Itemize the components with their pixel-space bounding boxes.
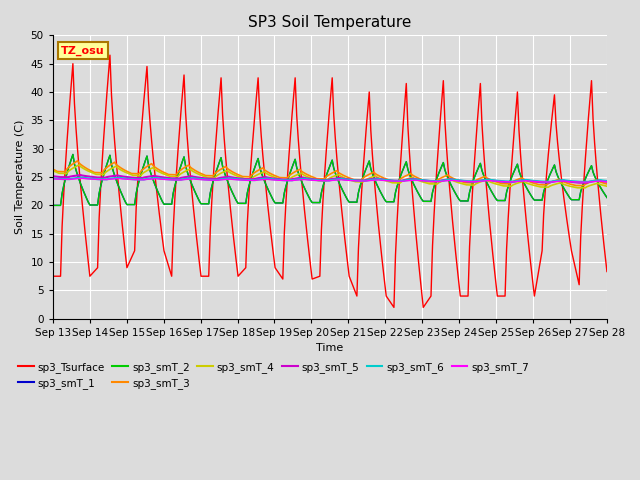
Y-axis label: Soil Temperature (C): Soil Temperature (C) bbox=[15, 120, 25, 234]
sp3_smT_3 bbox=[572, 183, 580, 189]
Legend: sp3_Tsurface, sp3_smT_1, sp3_smT_2, sp3_smT_3, sp3_smT_4, sp3_smT_5, sp3_smT_6, : sp3_Tsurface, sp3_smT_1, sp3_smT_2, sp3_… bbox=[13, 358, 533, 393]
sp3_Tsurface bbox=[390, 304, 398, 310]
sp3_smT_1 bbox=[603, 194, 611, 200]
sp3_smT_7 bbox=[293, 177, 301, 183]
sp3_smT_5 bbox=[243, 176, 251, 182]
sp3_Tsurface bbox=[49, 273, 57, 279]
sp3_smT_5 bbox=[118, 174, 126, 180]
sp3_smT_4 bbox=[49, 168, 57, 173]
sp3_smT_6 bbox=[243, 177, 251, 183]
sp3_smT_6 bbox=[234, 177, 242, 182]
sp3_smT_5 bbox=[574, 180, 582, 185]
sp3_smT_3 bbox=[74, 158, 81, 164]
sp3_smT_2 bbox=[57, 203, 65, 208]
sp3_smT_2 bbox=[120, 196, 127, 202]
sp3_smT_6 bbox=[118, 175, 126, 181]
sp3_smT_6 bbox=[216, 177, 223, 182]
sp3_smT_1 bbox=[575, 197, 583, 203]
sp3_smT_5 bbox=[293, 175, 301, 181]
Line: sp3_smT_2: sp3_smT_2 bbox=[53, 155, 607, 205]
sp3_smT_7 bbox=[603, 179, 611, 184]
sp3_smT_6 bbox=[574, 179, 582, 184]
sp3_Tsurface bbox=[603, 269, 611, 275]
sp3_smT_6 bbox=[293, 177, 301, 182]
sp3_smT_3 bbox=[293, 168, 301, 174]
sp3_Tsurface bbox=[118, 222, 126, 228]
sp3_smT_7 bbox=[574, 179, 582, 185]
sp3_smT_7 bbox=[243, 178, 251, 183]
sp3_smT_1 bbox=[245, 183, 253, 189]
sp3_smT_5 bbox=[77, 172, 84, 178]
sp3_smT_5 bbox=[575, 180, 583, 186]
sp3_Tsurface bbox=[293, 112, 301, 118]
sp3_smT_1 bbox=[217, 155, 225, 161]
sp3_smT_5 bbox=[49, 173, 57, 179]
sp3_smT_3 bbox=[603, 181, 611, 187]
sp3_smT_2 bbox=[49, 203, 57, 208]
sp3_Tsurface bbox=[575, 282, 583, 288]
sp3_smT_3 bbox=[575, 183, 583, 189]
sp3_smT_4 bbox=[216, 171, 223, 177]
sp3_smT_2 bbox=[69, 152, 77, 157]
sp3_smT_1 bbox=[57, 203, 65, 208]
sp3_smT_4 bbox=[76, 162, 83, 168]
sp3_Tsurface bbox=[106, 52, 114, 58]
Line: sp3_smT_6: sp3_smT_6 bbox=[53, 178, 607, 182]
sp3_smT_3 bbox=[243, 174, 251, 180]
sp3_smT_2 bbox=[236, 201, 243, 206]
sp3_smT_6 bbox=[603, 178, 611, 184]
sp3_smT_1 bbox=[236, 201, 243, 206]
sp3_smT_1 bbox=[49, 203, 57, 208]
sp3_smT_6 bbox=[49, 175, 57, 181]
sp3_smT_4 bbox=[603, 183, 611, 189]
sp3_smT_2 bbox=[294, 170, 302, 176]
sp3_smT_7 bbox=[118, 176, 126, 182]
sp3_smT_6 bbox=[78, 175, 86, 180]
sp3_smT_7 bbox=[234, 177, 242, 183]
sp3_smT_2 bbox=[575, 197, 583, 203]
sp3_smT_4 bbox=[293, 172, 301, 178]
sp3_Tsurface bbox=[243, 220, 251, 226]
sp3_smT_4 bbox=[243, 176, 251, 181]
sp3_smT_3 bbox=[216, 167, 223, 173]
sp3_smT_1 bbox=[294, 170, 302, 176]
Title: SP3 Soil Temperature: SP3 Soil Temperature bbox=[248, 15, 412, 30]
sp3_smT_2 bbox=[603, 194, 611, 200]
sp3_smT_7 bbox=[78, 176, 86, 181]
sp3_smT_5 bbox=[603, 179, 611, 185]
Line: sp3_smT_3: sp3_smT_3 bbox=[53, 161, 607, 186]
sp3_smT_4 bbox=[574, 185, 582, 191]
sp3_Tsurface bbox=[216, 93, 223, 98]
sp3_smT_6 bbox=[577, 179, 584, 185]
sp3_Tsurface bbox=[234, 273, 242, 279]
sp3_smT_4 bbox=[118, 168, 126, 174]
sp3_smT_1 bbox=[120, 196, 127, 202]
sp3_smT_4 bbox=[575, 185, 583, 191]
Line: sp3_Tsurface: sp3_Tsurface bbox=[53, 55, 607, 307]
sp3_smT_5 bbox=[234, 175, 242, 181]
Line: sp3_smT_4: sp3_smT_4 bbox=[53, 165, 607, 188]
Line: sp3_smT_5: sp3_smT_5 bbox=[53, 175, 607, 183]
Line: sp3_smT_7: sp3_smT_7 bbox=[53, 179, 607, 182]
Text: TZ_osu: TZ_osu bbox=[61, 46, 105, 56]
sp3_smT_7 bbox=[577, 179, 584, 185]
Line: sp3_smT_1: sp3_smT_1 bbox=[53, 155, 607, 205]
sp3_smT_7 bbox=[49, 176, 57, 182]
sp3_smT_1 bbox=[69, 152, 77, 157]
sp3_smT_4 bbox=[234, 173, 242, 179]
sp3_smT_7 bbox=[216, 177, 223, 183]
sp3_smT_3 bbox=[234, 172, 242, 178]
sp3_smT_3 bbox=[118, 166, 126, 172]
sp3_smT_3 bbox=[49, 166, 57, 172]
sp3_smT_2 bbox=[217, 155, 225, 161]
sp3_smT_2 bbox=[245, 183, 253, 189]
sp3_smT_5 bbox=[216, 175, 223, 181]
X-axis label: Time: Time bbox=[316, 343, 344, 353]
